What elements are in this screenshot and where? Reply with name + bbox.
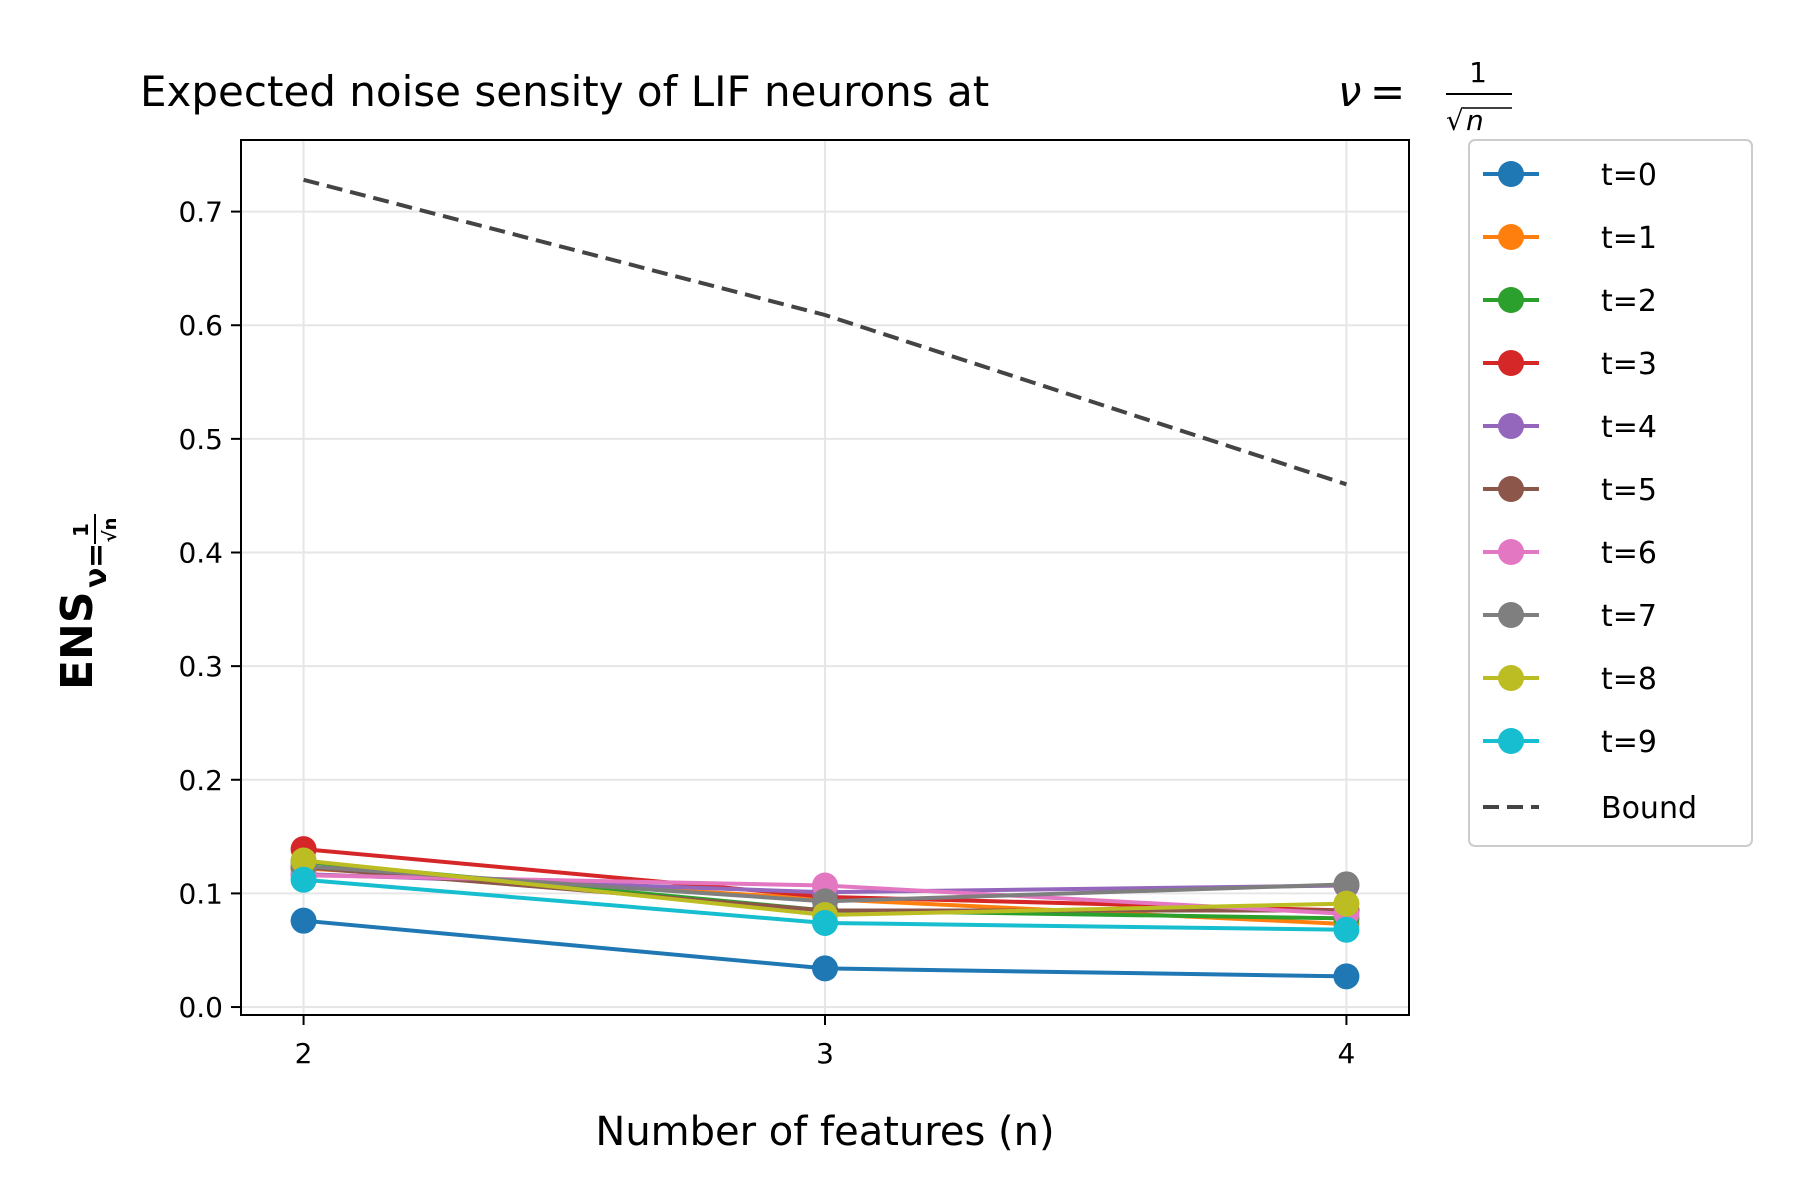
legend-label-t=6: t=6 (1601, 536, 1657, 571)
legend-label-t=2: t=2 (1601, 284, 1657, 319)
title-fraction-radical: √ (1446, 104, 1464, 137)
legend-label-t=9: t=9 (1601, 725, 1657, 760)
legend-label-t=1: t=1 (1601, 221, 1657, 256)
data-point-t=8 (1333, 890, 1360, 917)
x-tick-label: 2 (295, 1037, 313, 1070)
legend: t=0 t=1 t=2 t=3 t=4 t=5 t=6 t=7 t=8 t=9 Bound (1468, 139, 1753, 847)
data-point-t=0 (290, 907, 317, 934)
data-point-t=0 (1333, 963, 1360, 990)
title-fraction-denominator: n (1466, 104, 1484, 137)
legend-marker-t=2 (1498, 287, 1524, 313)
legend-marker-t=1 (1498, 224, 1524, 250)
title-fraction-numerator: 1 (1469, 56, 1487, 89)
y-tick-label: 0.6 (178, 309, 223, 342)
y-axis-label-equals: = (79, 543, 114, 568)
legend-label-t=8: t=8 (1601, 662, 1657, 697)
data-point-t=9 (1333, 916, 1360, 943)
y-tick-label: 0.3 (178, 650, 223, 683)
y-tick-label: 0.7 (178, 196, 223, 229)
legend-marker-t=8 (1498, 665, 1524, 691)
series-lines (290, 177, 1360, 990)
y-axis-label-nu: ν (79, 568, 114, 588)
x-axis-label: Number of features (n) (595, 1109, 1054, 1155)
legend-label-t=7: t=7 (1601, 599, 1657, 634)
legend-marker-t=0 (1498, 161, 1524, 187)
chart-title-text: Expected noise sensity of LIF neurons at (140, 67, 989, 116)
title-equals: = (1370, 67, 1405, 116)
data-point-t=0 (812, 955, 838, 982)
bound-line (303, 177, 1348, 487)
data-point-t=8 (290, 847, 317, 874)
legend-marker-t=9 (1498, 728, 1524, 754)
svg-text:Expected noise sensity of LIF: Expected noise sensity of LIF neurons at (140, 67, 989, 116)
legend-marker-t=5 (1498, 476, 1524, 502)
legend-label-t=5: t=5 (1601, 473, 1657, 508)
legend-label-bound: Bound (1601, 791, 1697, 826)
legend-label-t=4: t=4 (1601, 410, 1657, 445)
y-axis-label: ENS ν = 1 √n (52, 514, 121, 690)
x-tick-label: 4 (1338, 1037, 1356, 1070)
y-axis-label-denominator: √n (100, 518, 121, 543)
y-axis-ticks: 0.0 0.1 0.2 0.3 0.4 0.5 0.6 0.7 (178, 196, 241, 1024)
y-tick-label: 0.4 (178, 537, 223, 570)
y-axis-label-numerator: 1 (69, 523, 93, 537)
legend-label-t=0: t=0 (1601, 158, 1657, 193)
legend-frame (1468, 139, 1753, 847)
legend-marker-t=4 (1498, 413, 1524, 439)
data-point-t=9 (812, 909, 838, 936)
chart-title: Expected noise sensity of LIF neurons at… (140, 56, 1512, 137)
y-axis-label-main: ENS (52, 591, 103, 690)
legend-marker-t=6 (1498, 539, 1524, 565)
legend-label-t=3: t=3 (1601, 347, 1657, 382)
x-tick-label: 3 (816, 1037, 834, 1070)
title-nu-symbol: ν (1338, 67, 1361, 116)
legend-marker-t=3 (1498, 350, 1524, 376)
y-tick-label: 0.5 (178, 423, 223, 456)
x-axis-ticks: 2 3 4 (295, 1015, 1356, 1070)
y-tick-label: 0.2 (178, 764, 223, 797)
legend-marker-t=7 (1498, 602, 1524, 628)
data-point-t=9 (290, 866, 317, 893)
y-tick-label: 0.0 (178, 991, 223, 1024)
data-point-t=7 (1333, 871, 1360, 898)
y-tick-label: 0.1 (178, 877, 223, 910)
